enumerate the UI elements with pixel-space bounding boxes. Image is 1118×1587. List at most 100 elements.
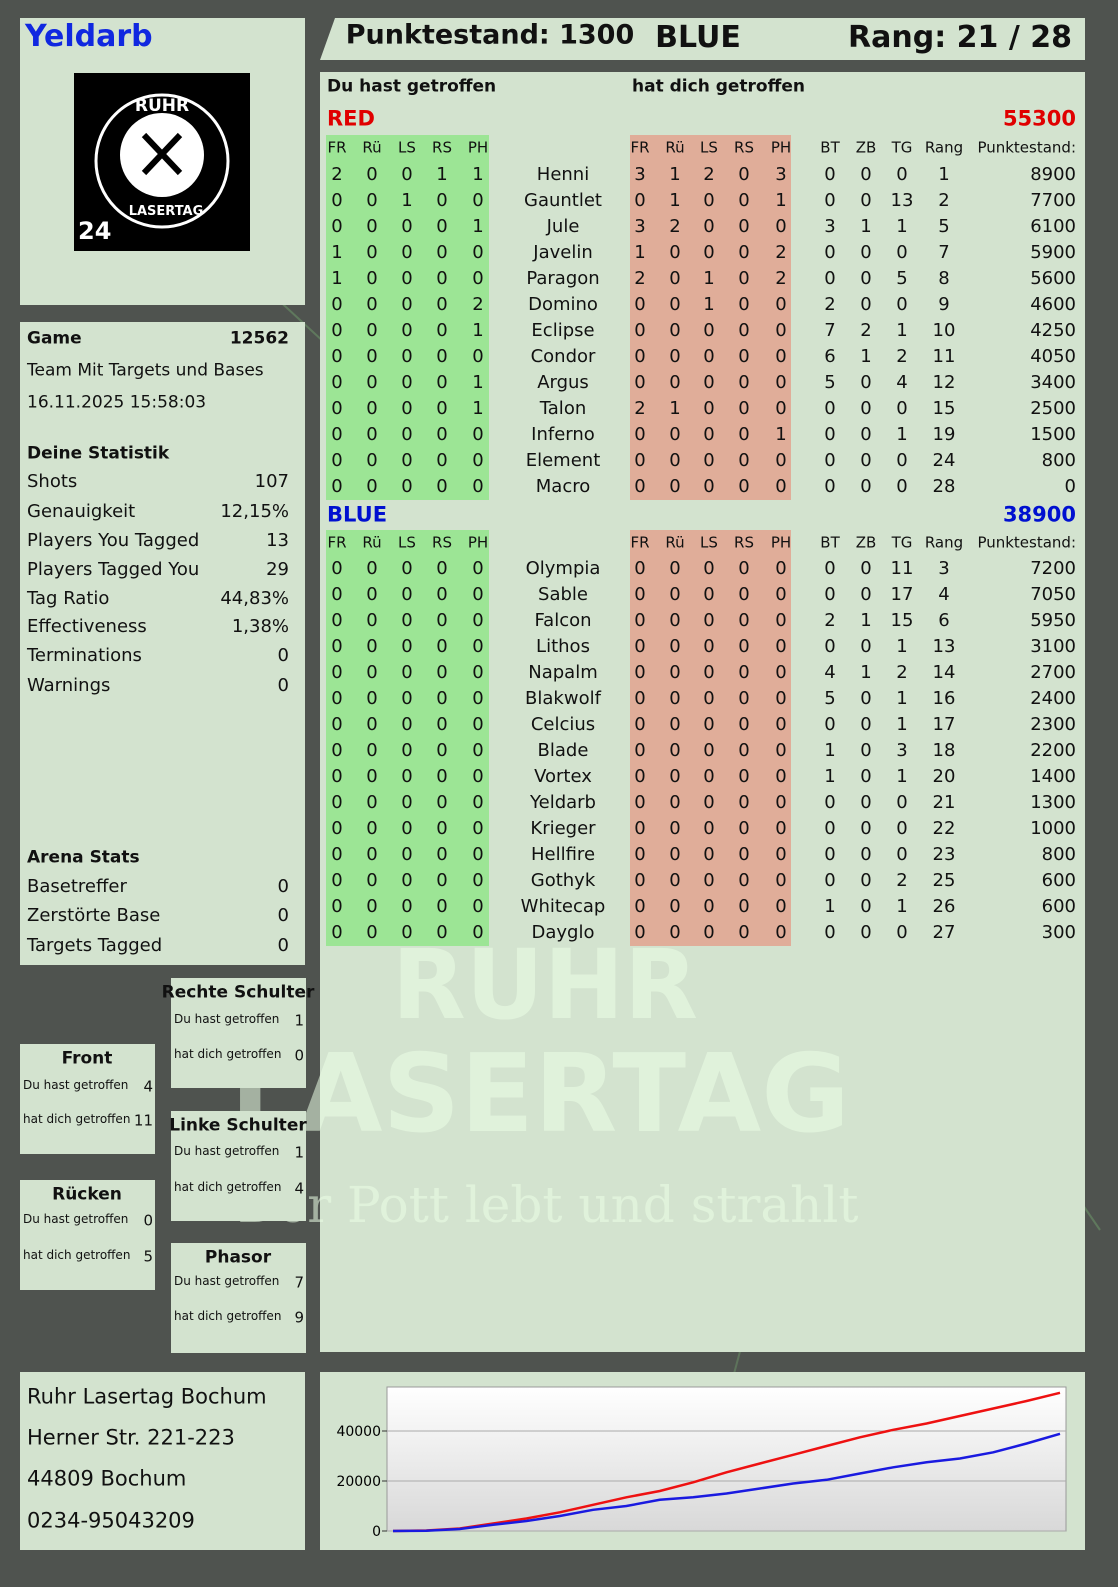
stat-cell: 300 (1041, 922, 1076, 943)
stat-cell: 0 (824, 164, 836, 185)
hit-cell: 0 (401, 346, 413, 367)
hit-cell: 0 (401, 636, 413, 657)
stat-cell: 0 (860, 558, 872, 579)
hit-cell: 0 (331, 450, 343, 471)
column-header: FR (327, 138, 347, 157)
hit-cell: 0 (436, 922, 448, 943)
hit-cell: 0 (331, 372, 343, 393)
got-cell: 1 (634, 242, 646, 263)
got-cell: 0 (669, 818, 681, 839)
player-cell: Blade (537, 740, 589, 761)
got-cell: 0 (703, 844, 715, 865)
got-cell: 0 (775, 450, 787, 471)
hit-cell: 0 (331, 818, 343, 839)
hit-cell: 0 (331, 922, 343, 943)
got-cell: 0 (669, 662, 681, 683)
hit-cell: 1 (472, 320, 484, 341)
series-line (392, 1391, 1061, 1533)
got-cell: 0 (738, 450, 750, 471)
got-column-bg (630, 530, 791, 946)
hit-cell: 0 (436, 424, 448, 445)
hit-cell: 0 (331, 714, 343, 735)
column-header: RS (432, 533, 452, 552)
address-line: 44809 Bochum (27, 1466, 187, 1491)
player-cell: Gauntlet (524, 190, 602, 211)
hit-cell: 0 (366, 558, 378, 579)
stat-cell: 7 (824, 320, 836, 341)
stat-cell: 14 (932, 662, 956, 683)
stat-cell: 1 (938, 164, 950, 185)
hit-cell: 0 (366, 216, 378, 237)
stat-cell: 1 (896, 714, 908, 735)
got-cell: 0 (738, 922, 750, 943)
player-cell: Olympia (525, 558, 601, 579)
hit-cell: 0 (401, 662, 413, 683)
hit-cell: 0 (401, 294, 413, 315)
got-cell: 0 (738, 216, 750, 237)
got-cell: 0 (703, 714, 715, 735)
hit-cell: 0 (401, 584, 413, 605)
stat-cell: 0 (824, 584, 836, 605)
player-cell: Vortex (534, 766, 592, 787)
column-header: LS (700, 138, 718, 157)
stat-cell: 1 (896, 320, 908, 341)
got-cell: 0 (775, 584, 787, 605)
zone-label: Du hast getroffen (174, 1012, 280, 1026)
stat-cell: 0 (860, 740, 872, 761)
hit-cell: 0 (331, 766, 343, 787)
stat-cell: 15 (890, 610, 914, 631)
got-cell: 3 (634, 164, 646, 185)
stat-cell: 0 (824, 870, 836, 891)
game-label: Game (27, 328, 82, 349)
stat-cell: 5 (824, 372, 836, 393)
got-cell: 0 (775, 688, 787, 709)
logo: RUHR LASERTAG 24 (74, 73, 250, 251)
got-cell: 0 (703, 636, 715, 657)
got-cell: 0 (738, 896, 750, 917)
zone-label: hat dich getroffen (23, 1112, 131, 1126)
hit-cell: 0 (366, 398, 378, 419)
hit-cell: 0 (366, 584, 378, 605)
hit-cell: 1 (331, 242, 343, 263)
hit-cell: 0 (331, 346, 343, 367)
stat-cell: 0 (860, 688, 872, 709)
player-cell: Henni (536, 164, 590, 185)
stat-cell: 0 (824, 922, 836, 943)
got-cell: 0 (669, 870, 681, 891)
player-name: Yeldarb (25, 19, 153, 54)
column-header: RS (432, 138, 452, 157)
hit-cell: 0 (472, 740, 484, 761)
series-line (392, 1432, 1061, 1533)
hit-cell: 0 (472, 714, 484, 735)
stat-cell: 0 (896, 164, 908, 185)
hit-cell: 0 (472, 424, 484, 445)
hit-cell: 0 (331, 398, 343, 419)
got-cell: 0 (775, 610, 787, 631)
got-cell: 0 (775, 922, 787, 943)
stat-cell: 21 (932, 792, 956, 813)
hit-cell: 0 (436, 844, 448, 865)
got-cell: 0 (634, 792, 646, 813)
stat-cell: 28 (932, 476, 956, 497)
header-bar (320, 18, 1085, 60)
hit-cell: 0 (401, 164, 413, 185)
stat-cell: 5600 (1030, 268, 1076, 289)
hit-cell: 0 (366, 476, 378, 497)
stat-cell: 2 (896, 346, 908, 367)
stat-cell: 4 (896, 372, 908, 393)
got-cell: 2 (669, 216, 681, 237)
got-cell: 0 (703, 424, 715, 445)
stat-cell: 5900 (1030, 242, 1076, 263)
stat-cell: 600 (1041, 896, 1076, 917)
header-team: BLUE (655, 20, 741, 55)
got-cell: 0 (775, 398, 787, 419)
got-cell: 0 (634, 844, 646, 865)
got-cell: 0 (738, 372, 750, 393)
hit-cell: 0 (436, 398, 448, 419)
got-cell: 0 (634, 688, 646, 709)
watermark-tagline: Der Pott lebt und strahlt (237, 1176, 859, 1234)
stat-cell: 18 (932, 740, 956, 761)
hit-cell: 0 (436, 268, 448, 289)
got-cell: 0 (669, 476, 681, 497)
hit-cell: 0 (436, 294, 448, 315)
